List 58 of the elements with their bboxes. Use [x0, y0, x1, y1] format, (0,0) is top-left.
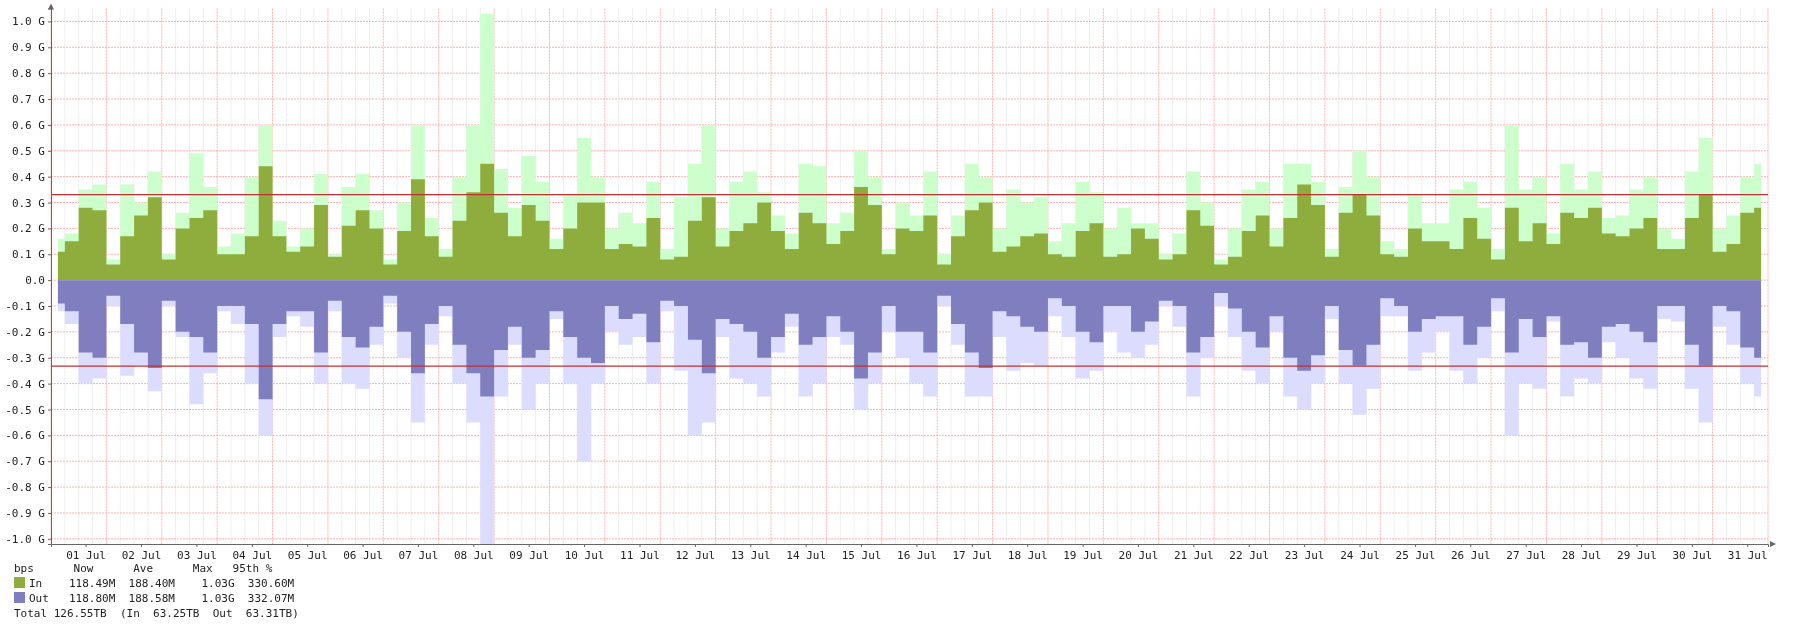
text: bps Now Ave Max 95th % — [14, 562, 273, 575]
y-tick-label: -0.5 G — [5, 403, 45, 417]
y-tick-label: 0.9 G — [11, 41, 45, 55]
text: Total 126.55TB (In 63.25TB Out 63.31TB) — [14, 607, 299, 620]
x-tick-label: 27 Jul — [1506, 548, 1547, 562]
x-tick-label: 20 Jul — [1118, 548, 1159, 562]
x-tick-label: 18 Jul — [1007, 548, 1048, 562]
x-tick-label: 08 Jul — [453, 548, 494, 562]
x-tick-label: 14 Jul — [786, 548, 827, 562]
x-tick-label: 06 Jul — [343, 548, 383, 562]
x-tick-label: 17 Jul — [952, 548, 993, 562]
y-tick-label: -0.1 G — [5, 300, 45, 314]
x-tick-label: 02 Jul — [121, 548, 162, 562]
x-tick-label: 01 Jul — [66, 548, 106, 562]
x-tick-label: 30 Jul — [1672, 548, 1713, 562]
legend-label: In — [29, 577, 43, 590]
x-tick-label: 13 Jul — [730, 548, 771, 562]
x-tick-label: 16 Jul — [897, 548, 937, 562]
x-tick-label: 24 Jul — [1340, 548, 1380, 562]
y-tick-label: 0.3 G — [11, 196, 45, 210]
y-tick-label: 0.7 G — [11, 93, 45, 107]
x-tick-label: 09 Jul — [509, 548, 550, 562]
y-tick-label: 0.8 G — [11, 67, 45, 81]
x-tick-label: 25 Jul — [1395, 548, 1436, 562]
y-tick-label: 0.4 G — [11, 170, 45, 184]
x-tick-label: 31 Jul — [1727, 548, 1768, 562]
x-tick-label: 11 Jul — [620, 548, 660, 562]
y-tick-label: -0.4 G — [5, 377, 45, 391]
x-tick-label: 10 Jul — [564, 548, 605, 562]
x-tick-label: 29 Jul — [1617, 548, 1657, 562]
y-tick-label: -0.3 G — [5, 351, 45, 365]
y-tick-label: -0.9 G — [5, 506, 45, 520]
x-tick-label: 03 Jul — [177, 548, 217, 562]
x-tick-label: 19 Jul — [1063, 548, 1103, 562]
y-tick-label: -0.2 G — [5, 325, 45, 339]
x-tick-label: 07 Jul — [398, 548, 439, 562]
y-tick-label: -0.8 G — [5, 481, 45, 495]
x-tick-label: 28 Jul — [1561, 548, 1602, 562]
text: 118.49M 188.40M 1.03G 330.60M — [69, 577, 295, 590]
x-tick-label: 15 Jul — [841, 548, 882, 562]
x-tick-label: 21 Jul — [1173, 548, 1214, 562]
legend-label: Out — [29, 592, 49, 605]
y-tick-label: 0.6 G — [11, 118, 45, 132]
y-tick-label: 1.0 G — [11, 15, 45, 29]
y-tick-label: 0.5 G — [11, 144, 45, 158]
x-tick-label: 26 Jul — [1450, 548, 1491, 562]
y-tick-label: -0.6 G — [5, 429, 45, 443]
y-tick-label: -0.7 G — [5, 455, 45, 469]
y-tick-label: 0.2 G — [11, 222, 45, 236]
y-tick-label: 0.1 G — [11, 248, 45, 262]
x-tick-label: 05 Jul — [287, 548, 328, 562]
y-tick-label: -1.0 G — [5, 532, 45, 546]
y-tick-label: 0.0 — [25, 274, 45, 288]
text: 118.80M 188.58M 1.03G 332.07M — [69, 592, 295, 605]
x-tick-label: 22 Jul — [1229, 548, 1270, 562]
x-tick-label: 12 Jul — [675, 548, 716, 562]
x-tick-label: 04 Jul — [232, 548, 273, 562]
x-tick-label: 23 Jul — [1284, 548, 1325, 562]
